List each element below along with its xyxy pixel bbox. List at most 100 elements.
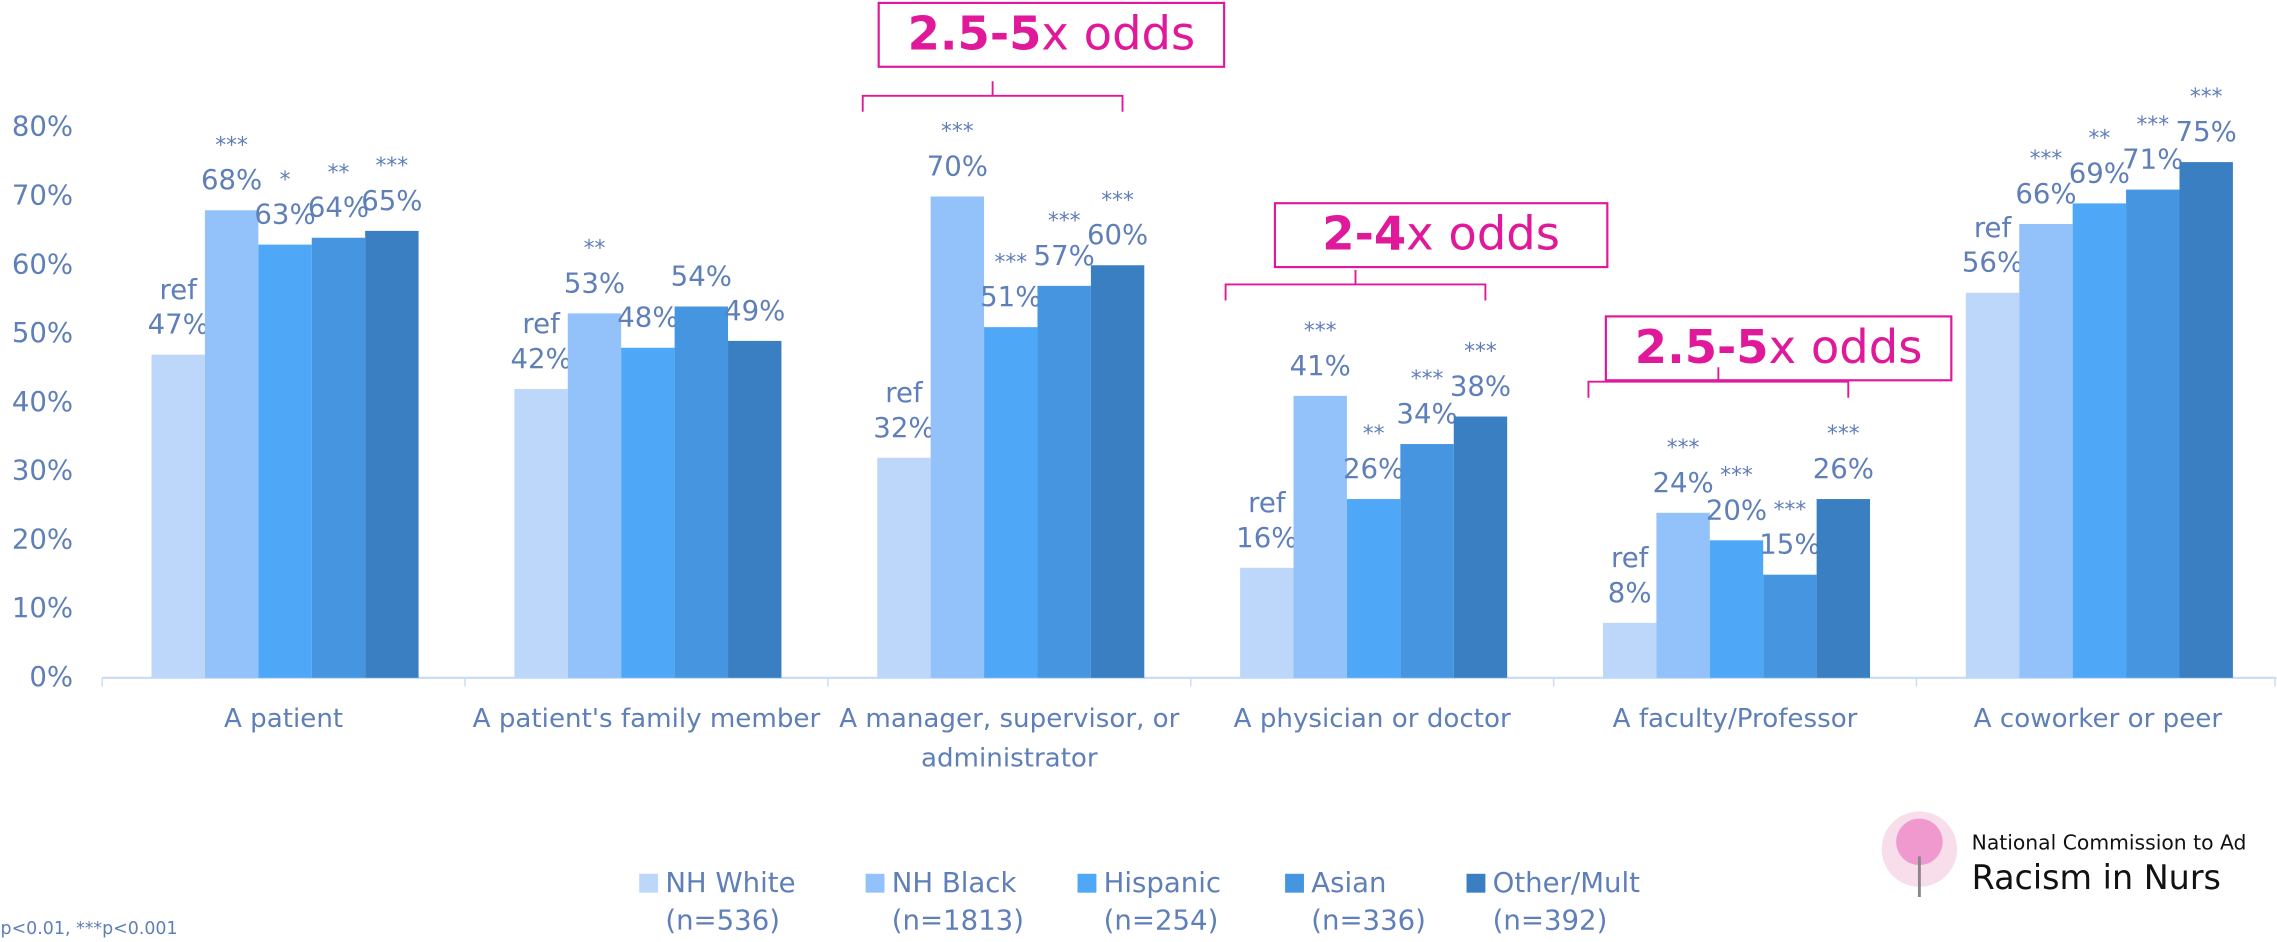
x-tick-label-box: A physician or doctor [1234,704,1511,734]
legend-swatch [865,873,885,893]
bar [2072,203,2127,678]
value-label: 63% [254,198,315,231]
annotation: 2.5-5x odds [908,6,1196,60]
y-tick-label: 60% [12,247,73,280]
significance-label: * [280,168,291,193]
value-label: 56% [1962,246,2023,279]
bar [1965,292,2020,678]
significance-label: *** [215,133,248,158]
value-label: 38% [1450,370,1511,403]
significance-label: ** [2088,127,2110,152]
legend-label: Hispanic [1104,866,1221,899]
bar [311,237,366,678]
value-label: 64% [308,191,369,224]
legend-sample: (n=392) [1493,904,1608,937]
significance-label: *** [1667,436,1700,461]
value-label: 48% [617,301,678,334]
significance-label: ref [885,376,924,409]
legend-label: Other/Mult [1493,866,1640,899]
significance-label: *** [994,250,1027,275]
legend-sample: (n=536) [665,904,780,937]
value-label: 26% [1343,452,1404,485]
legend-sample: (n=254) [1104,904,1219,937]
bar [1763,574,1817,678]
bar [930,196,985,678]
value-label: 26% [1813,452,1874,485]
legend-sample: (n=336) [1311,904,1426,937]
y-tick-label: 50% [12,316,73,349]
annotation-emphasis: 2.5-5 [908,6,1042,60]
value-label: 54% [671,259,732,292]
bar [1240,567,1294,678]
value-label: 51% [980,280,1041,313]
significance-label: ** [584,237,606,262]
value-label: 47% [148,308,209,341]
bar [2179,162,2233,678]
bar [514,389,568,678]
footnote: p<0.01, ***p<0.001 [1,919,178,939]
y-tick-label: 20% [12,522,73,555]
bar [1656,512,1710,678]
y-tick-label: 30% [12,454,73,487]
logo-mark [1881,811,1958,887]
x-tick-label: A faculty/Professor [1612,703,1858,735]
annotation-text: x odds [1041,6,1195,60]
value-label: 70% [927,149,988,182]
significance-label: ref [1248,486,1287,519]
bar [1090,265,1145,678]
bar [1602,622,1657,678]
significance-label: *** [941,120,974,145]
annotation: 2.5-5x odds [1635,319,1923,373]
logo-line1: National Commission to Ad [1972,830,2247,854]
bar [258,244,312,678]
bar [567,313,622,678]
bar [728,340,782,678]
bar [984,327,1038,678]
significance-label: *** [1827,422,1860,447]
significance-label: *** [376,154,409,179]
value-label: 69% [2069,156,2130,189]
value-label: 71% [2122,143,2183,176]
bar [2126,189,2180,678]
value-label: 60% [1087,218,1148,251]
value-label: 53% [564,266,625,299]
x-tick-label-box: A faculty/Professor [1612,703,1858,735]
significance-label: *** [1774,498,1807,523]
y-tick-label: 10% [12,591,73,624]
value-label: 41% [1290,349,1351,382]
annotation-box [1273,202,1609,269]
x-tick-label-box: A patient [224,703,344,735]
y-tick-label: 70% [12,178,73,211]
legend-swatch [1285,873,1304,893]
value-label: 34% [1396,397,1457,430]
bar [674,306,729,678]
significance-label: ref [522,307,561,340]
significance-label: *** [1411,367,1444,392]
value-label: 8% [1608,576,1652,609]
bar [204,210,259,678]
value-label: 75% [2176,115,2237,148]
x-tick-label-box: A coworker or peer [1974,704,2222,734]
significance-label: ref [1611,541,1650,574]
bar [877,457,931,678]
y-tick-label: 80% [12,110,73,143]
significance-label: ** [328,161,350,186]
annotation-emphasis: 2-4 [1322,206,1406,260]
significance-label: ref [160,273,199,306]
significance-label: *** [1101,188,1134,213]
value-label: 16% [1236,521,1297,554]
significance-label: *** [1304,319,1337,344]
logo-mark [1896,818,1943,866]
bar [1346,499,1401,678]
value-label: 32% [873,411,934,444]
x-tick-label: A patient [224,703,344,735]
bar [151,354,205,678]
bar [1400,444,1454,678]
annotation-bracket [1587,367,1850,398]
significance-label: *** [1720,463,1753,488]
bar [365,230,419,678]
legend-label: NH Black [892,866,1017,899]
bar [1453,416,1508,678]
